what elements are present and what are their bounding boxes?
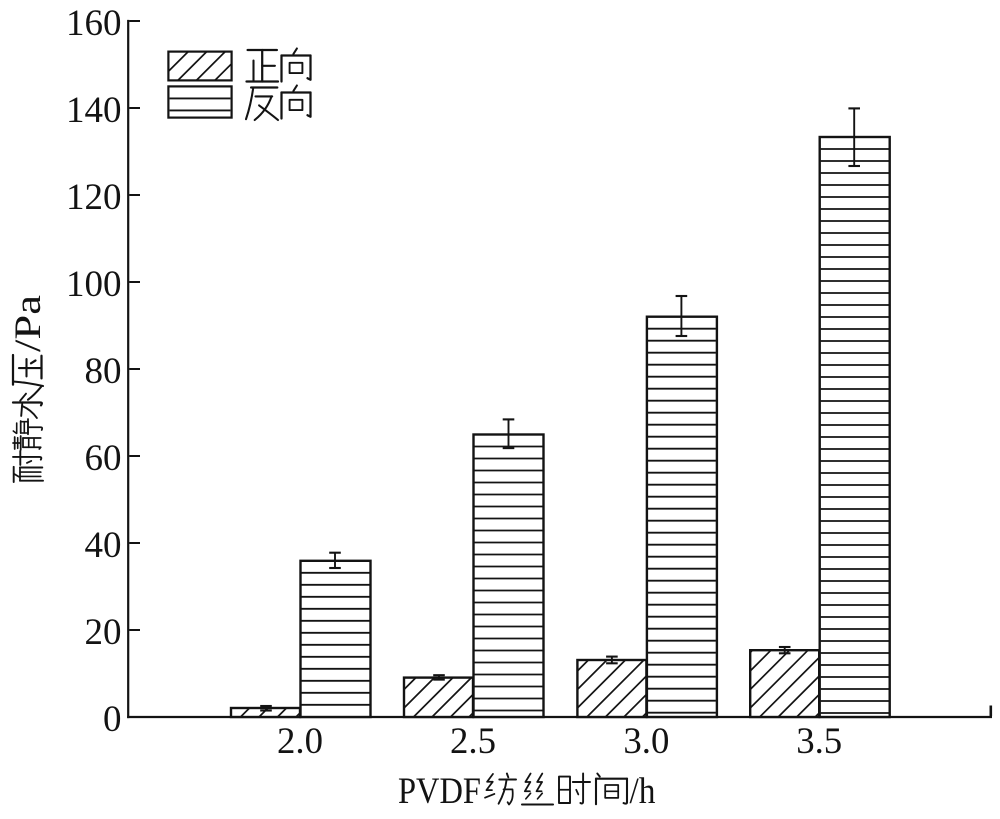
svg-text:80: 80 (85, 351, 122, 392)
svg-text:3.0: 3.0 (623, 721, 669, 762)
svg-text:120: 120 (66, 177, 122, 218)
svg-text:PVDF: PVDF (398, 771, 481, 812)
svg-text:/Pa: /Pa (8, 295, 49, 352)
svg-text:100: 100 (66, 264, 122, 305)
svg-text:0: 0 (103, 699, 122, 740)
svg-text:2.0: 2.0 (277, 721, 323, 762)
svg-text:40: 40 (85, 525, 122, 566)
svg-text:140: 140 (66, 90, 122, 131)
svg-text:160: 160 (66, 3, 122, 44)
svg-text:20: 20 (85, 612, 122, 653)
svg-text:/h: /h (630, 771, 656, 812)
svg-text:60: 60 (85, 438, 122, 479)
svg-text:2.5: 2.5 (450, 721, 496, 762)
svg-text:3.5: 3.5 (796, 721, 842, 762)
